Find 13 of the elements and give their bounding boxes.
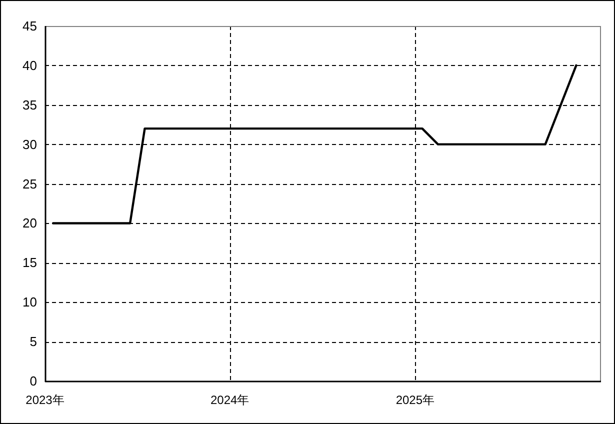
x-tick-label: 2023年 <box>26 393 64 407</box>
y-tick-label: 5 <box>30 334 37 350</box>
y-tick-label: 40 <box>22 58 37 73</box>
y-tick-label: 35 <box>22 97 37 112</box>
x-tick-label: 2025年 <box>396 393 435 407</box>
y-tick-label: 30 <box>22 136 37 152</box>
y-tick-label: 25 <box>22 176 37 192</box>
y-tick-label: 45 <box>22 18 37 34</box>
y-tick-label: 20 <box>22 216 37 231</box>
y-tick-label: 0 <box>30 374 37 388</box>
y-tick-label: 10 <box>22 294 37 310</box>
x-tick-label: 2024年 <box>210 393 250 407</box>
y-tick-label: 15 <box>22 255 37 270</box>
